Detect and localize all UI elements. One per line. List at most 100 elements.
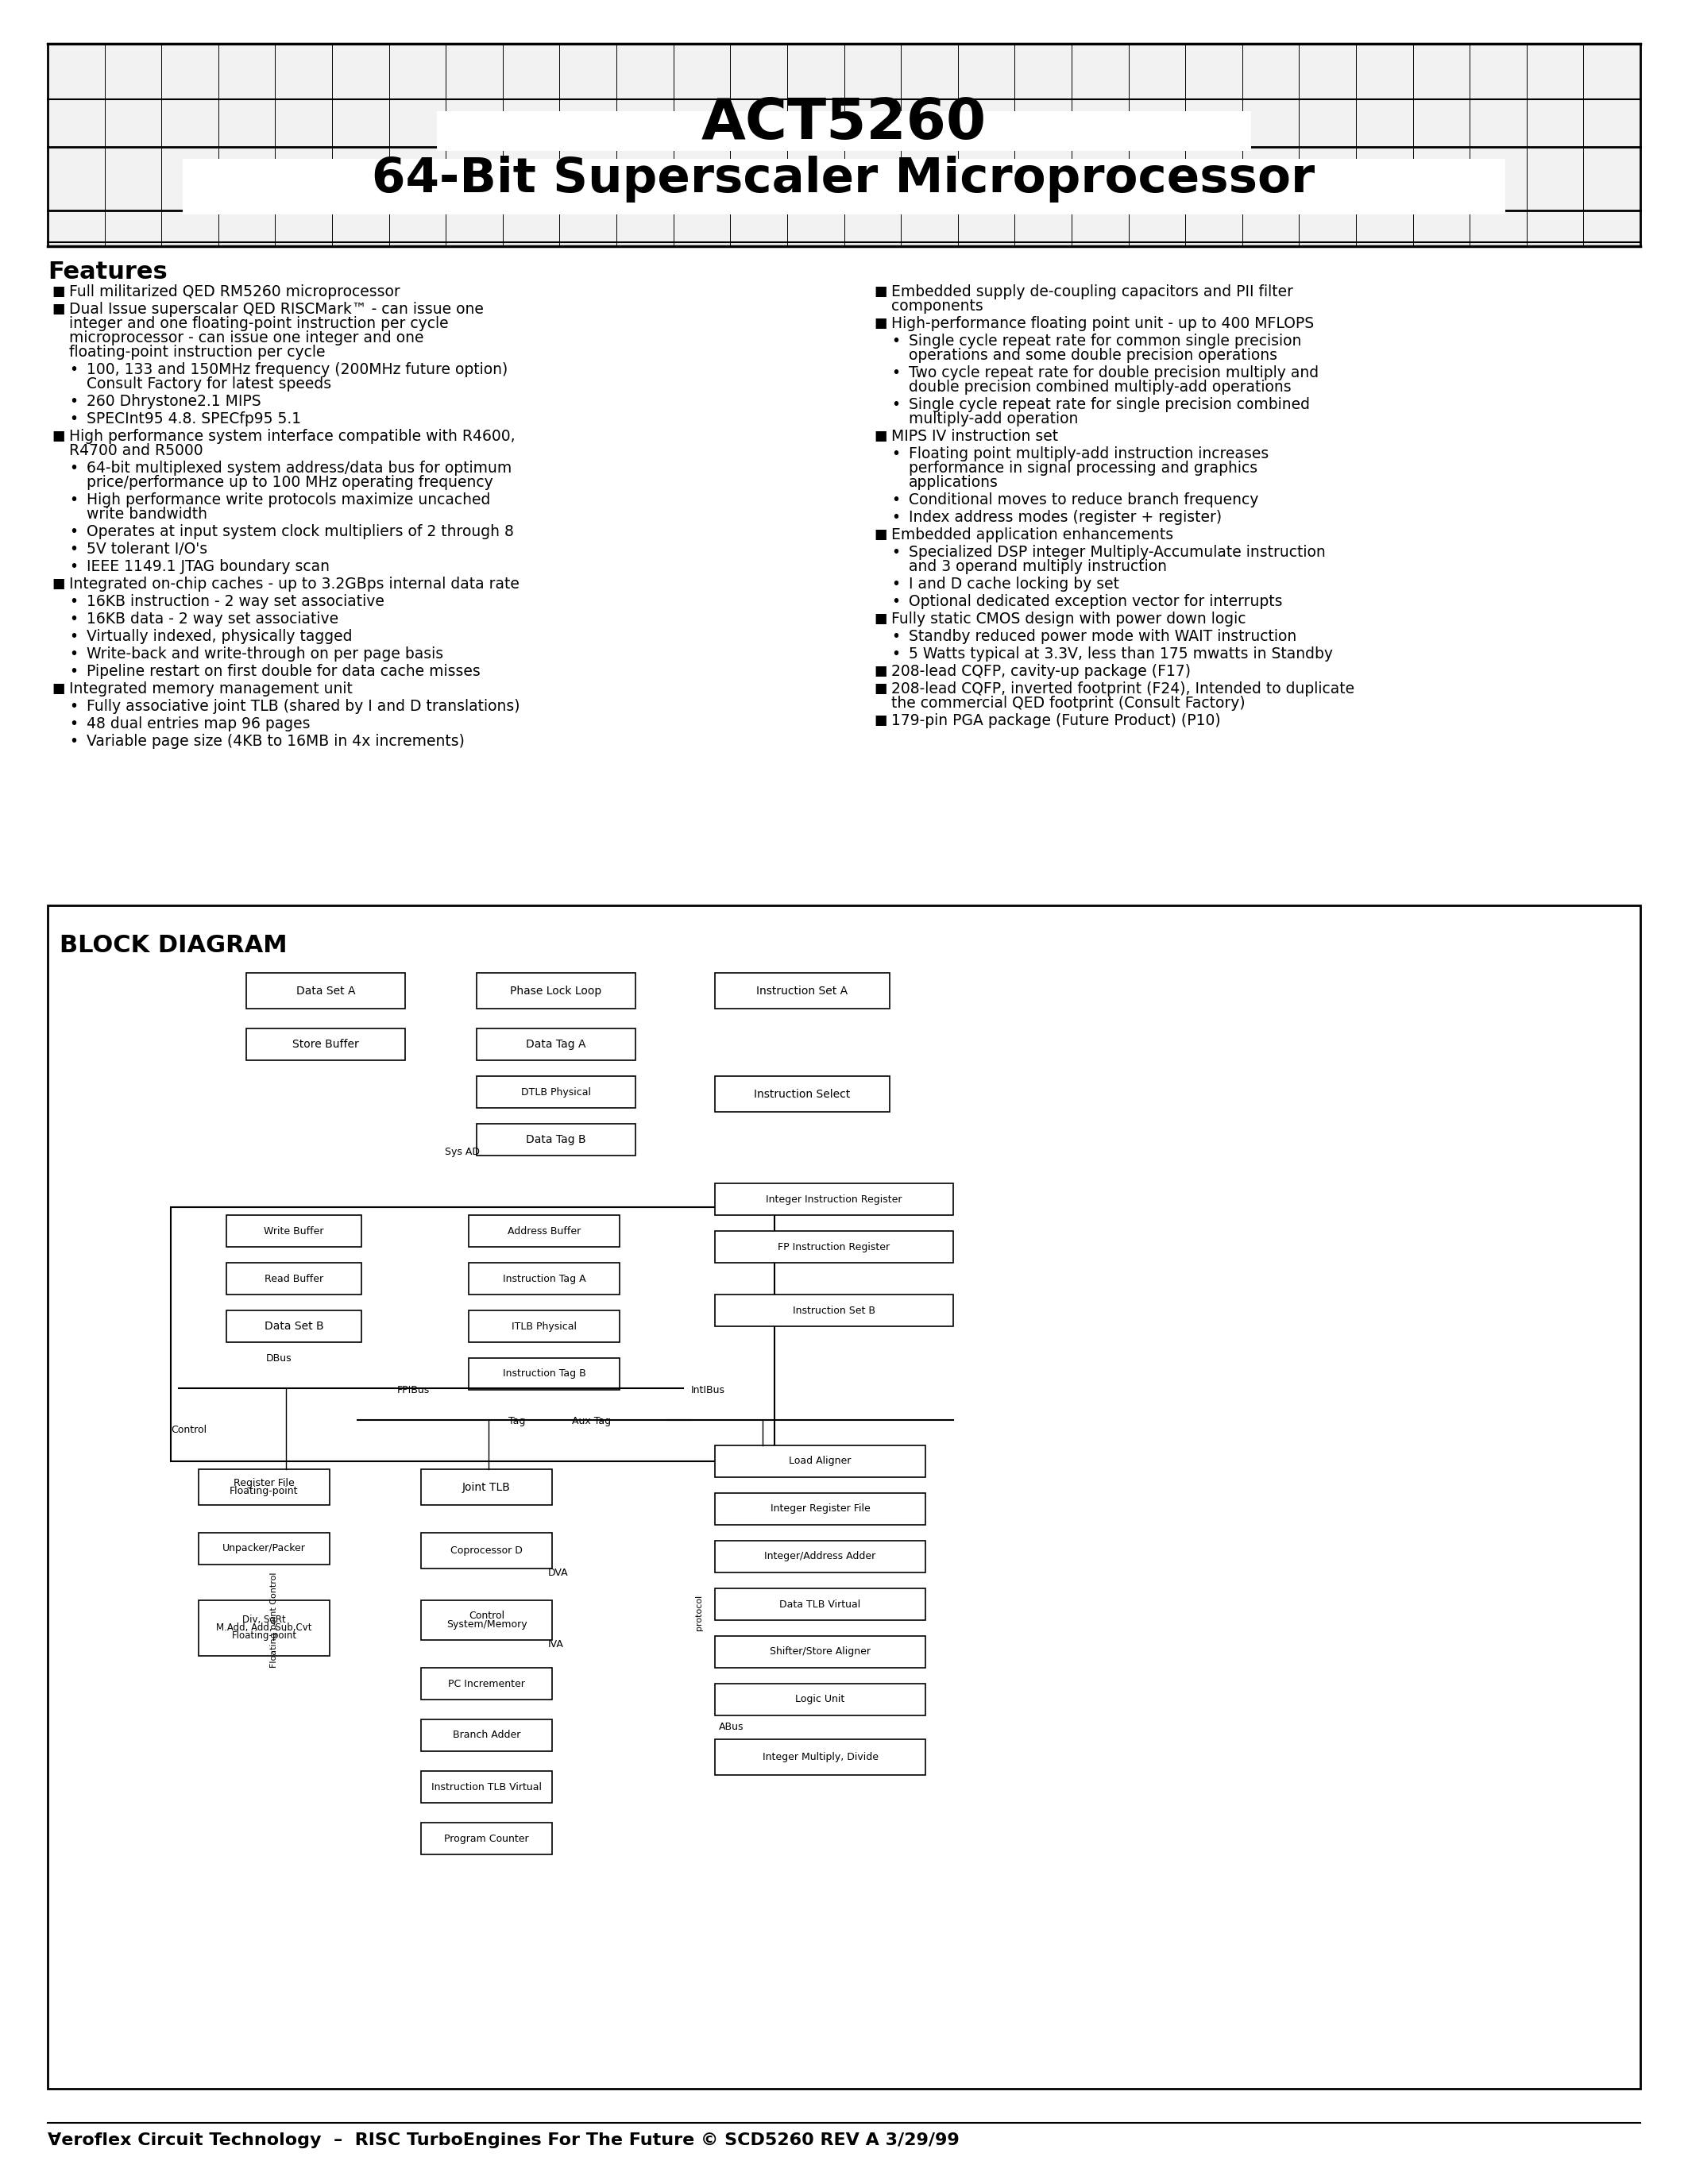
Bar bbox=[476, 1029, 635, 1059]
Text: Joint TLB: Joint TLB bbox=[463, 1481, 511, 1492]
Bar bbox=[476, 972, 635, 1009]
Text: Data Tag A: Data Tag A bbox=[527, 1040, 586, 1051]
Text: DVA: DVA bbox=[549, 1568, 569, 1577]
Text: ■: ■ bbox=[52, 284, 64, 299]
Text: Conditional moves to reduce branch frequency: Conditional moves to reduce branch frequ… bbox=[908, 491, 1259, 507]
Bar bbox=[716, 1636, 925, 1669]
Text: Tag: Tag bbox=[508, 1417, 525, 1426]
Text: Unpacker/Packer: Unpacker/Packer bbox=[223, 1544, 306, 1553]
Text: Read Buffer: Read Buffer bbox=[265, 1273, 324, 1284]
Text: operations and some double precision operations: operations and some double precision ope… bbox=[908, 347, 1278, 363]
Text: Coprocessor D: Coprocessor D bbox=[451, 1546, 523, 1555]
Bar bbox=[199, 1601, 329, 1655]
Text: Floating point multiply-add instruction increases: Floating point multiply-add instruction … bbox=[908, 446, 1269, 461]
Bar bbox=[716, 1738, 925, 1776]
Text: ∀eroflex Circuit Technology  –  RISC TurboEngines For The Future © SCD5260 REV A: ∀eroflex Circuit Technology – RISC Turbo… bbox=[47, 2132, 959, 2149]
Bar bbox=[246, 972, 405, 1009]
Bar bbox=[716, 1184, 954, 1214]
Text: Integrated memory management unit: Integrated memory management unit bbox=[69, 681, 353, 697]
Text: Embedded application enhancements: Embedded application enhancements bbox=[891, 526, 1173, 542]
Text: 208-lead CQFP, inverted footprint (F24), Intended to duplicate: 208-lead CQFP, inverted footprint (F24),… bbox=[891, 681, 1354, 697]
Text: 100, 133 and 150MHz frequency (200MHz future option): 100, 133 and 150MHz frequency (200MHz fu… bbox=[86, 363, 508, 378]
Bar bbox=[182, 159, 1506, 214]
Text: •: • bbox=[69, 594, 78, 609]
Text: 16KB instruction - 2 way set associative: 16KB instruction - 2 way set associative bbox=[86, 594, 385, 609]
Bar bbox=[199, 1470, 329, 1505]
Text: Standby reduced power mode with WAIT instruction: Standby reduced power mode with WAIT ins… bbox=[908, 629, 1296, 644]
Text: double precision combined multiply-add operations: double precision combined multiply-add o… bbox=[908, 380, 1291, 395]
Text: Instruction TLB Virtual: Instruction TLB Virtual bbox=[432, 1782, 542, 1793]
Bar bbox=[469, 1310, 619, 1343]
Text: Sys AD: Sys AD bbox=[446, 1147, 479, 1158]
Text: •: • bbox=[69, 491, 78, 507]
Text: •: • bbox=[69, 461, 78, 476]
Text: Fully associative joint TLB (shared by I and D translations): Fully associative joint TLB (shared by I… bbox=[86, 699, 520, 714]
Bar bbox=[716, 1684, 925, 1714]
Text: Data Set B: Data Set B bbox=[265, 1321, 324, 1332]
Text: High-performance floating point unit - up to 400 MFLOPS: High-performance floating point unit - u… bbox=[891, 317, 1313, 332]
Text: Aux Tag: Aux Tag bbox=[572, 1417, 611, 1426]
Text: ■: ■ bbox=[874, 428, 886, 443]
Text: 64-Bit Superscaler Microprocessor: 64-Bit Superscaler Microprocessor bbox=[371, 155, 1315, 203]
Text: I and D cache locking by set: I and D cache locking by set bbox=[908, 577, 1119, 592]
Text: Logic Unit: Logic Unit bbox=[795, 1695, 846, 1706]
Text: Full militarized QED RM5260 microprocessor: Full militarized QED RM5260 microprocess… bbox=[69, 284, 400, 299]
Text: Virtually indexed, physically tagged: Virtually indexed, physically tagged bbox=[86, 629, 353, 644]
Text: ITLB Physical: ITLB Physical bbox=[511, 1321, 577, 1332]
Text: •: • bbox=[69, 699, 78, 714]
Text: •: • bbox=[69, 393, 78, 408]
Text: the commercial QED footprint (Consult Factory): the commercial QED footprint (Consult Fa… bbox=[891, 697, 1246, 710]
Text: •: • bbox=[69, 524, 78, 539]
Text: Pipeline restart on first double for data cache misses: Pipeline restart on first double for dat… bbox=[86, 664, 481, 679]
Bar bbox=[716, 1446, 925, 1476]
Text: 64-bit multiplexed system address/data bus for optimum: 64-bit multiplexed system address/data b… bbox=[86, 461, 511, 476]
Bar bbox=[170, 1208, 775, 1461]
Bar bbox=[420, 1669, 552, 1699]
Text: Data Tag B: Data Tag B bbox=[527, 1133, 586, 1144]
Bar bbox=[420, 1771, 552, 1802]
Bar bbox=[199, 1533, 329, 1564]
Text: ■: ■ bbox=[874, 664, 886, 679]
Bar bbox=[469, 1214, 619, 1247]
Text: Load Aligner: Load Aligner bbox=[788, 1457, 851, 1465]
Text: Instruction Select: Instruction Select bbox=[755, 1088, 851, 1099]
Text: ABus: ABus bbox=[719, 1723, 744, 1732]
Text: Branch Adder: Branch Adder bbox=[452, 1730, 520, 1741]
Text: Address Buffer: Address Buffer bbox=[508, 1225, 581, 1236]
Text: •: • bbox=[891, 509, 900, 524]
Bar bbox=[716, 1232, 954, 1262]
Text: •: • bbox=[69, 716, 78, 732]
Bar bbox=[47, 906, 1641, 2088]
Text: Index address modes (register + register): Index address modes (register + register… bbox=[908, 509, 1222, 524]
Text: protocol: protocol bbox=[695, 1594, 702, 1629]
Text: Shifter/Store Aligner: Shifter/Store Aligner bbox=[770, 1647, 871, 1658]
Text: IntIBus: IntIBus bbox=[690, 1385, 726, 1396]
Text: Control: Control bbox=[170, 1424, 206, 1435]
Text: 260 Dhrystone2.1 MIPS: 260 Dhrystone2.1 MIPS bbox=[86, 393, 262, 408]
Text: •: • bbox=[891, 365, 900, 380]
Text: IVA: IVA bbox=[549, 1638, 564, 1649]
Text: Embedded supply de-coupling capacitors and PII filter: Embedded supply de-coupling capacitors a… bbox=[891, 284, 1293, 299]
Text: System/Memory: System/Memory bbox=[446, 1618, 527, 1629]
Text: Instruction Set A: Instruction Set A bbox=[756, 985, 847, 996]
Text: •: • bbox=[69, 363, 78, 378]
Text: components: components bbox=[891, 299, 982, 314]
Text: Features: Features bbox=[47, 260, 167, 284]
Text: Single cycle repeat rate for common single precision: Single cycle repeat rate for common sing… bbox=[908, 334, 1301, 349]
Bar bbox=[476, 1125, 635, 1155]
Bar bbox=[716, 972, 890, 1009]
Text: •: • bbox=[891, 397, 900, 413]
Text: Instruction Tag B: Instruction Tag B bbox=[503, 1369, 586, 1378]
Text: •: • bbox=[69, 629, 78, 644]
Bar bbox=[716, 1588, 925, 1621]
Text: •: • bbox=[69, 734, 78, 749]
Bar bbox=[420, 1601, 552, 1640]
Text: Fully static CMOS design with power down logic: Fully static CMOS design with power down… bbox=[891, 612, 1246, 627]
Text: 208-lead CQFP, cavity-up package (F17): 208-lead CQFP, cavity-up package (F17) bbox=[891, 664, 1190, 679]
Text: SPECInt95 4.8. SPECfp95 5.1: SPECInt95 4.8. SPECfp95 5.1 bbox=[86, 411, 300, 426]
Text: Floating-point: Floating-point bbox=[230, 1485, 299, 1496]
Bar bbox=[226, 1262, 361, 1295]
Text: High performance system interface compatible with R4600,: High performance system interface compat… bbox=[69, 428, 515, 443]
Text: ■: ■ bbox=[874, 526, 886, 542]
Text: Program Counter: Program Counter bbox=[444, 1832, 528, 1843]
